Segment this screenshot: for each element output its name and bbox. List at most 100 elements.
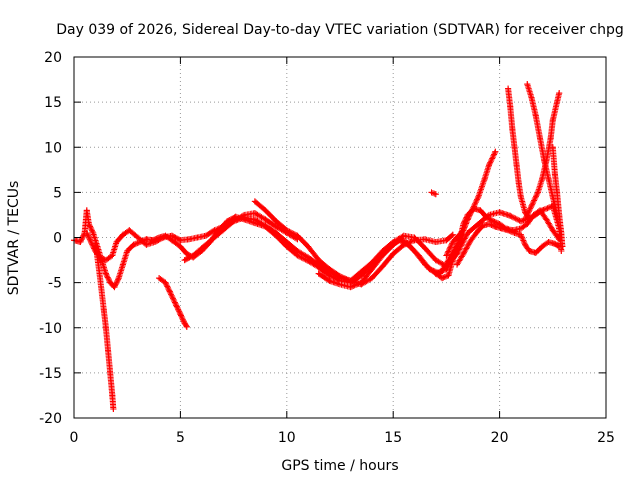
y-tick-label: -5 [48,276,62,292]
data-point [532,249,539,256]
data-point [347,284,354,291]
data-point [143,236,150,243]
data-point [173,302,180,309]
data-point [315,270,322,277]
data-point [102,324,109,331]
data-point [551,240,558,247]
data-marker-track [505,85,533,223]
data-point [526,248,533,255]
data-point [111,284,118,291]
y-tick-label: -15 [39,366,62,382]
data-point [326,266,333,273]
data-point [251,210,258,217]
data-point [402,239,409,246]
data-point [422,245,429,252]
data-point [168,232,175,239]
data-point [262,216,269,223]
data-point [305,243,312,250]
data-point [181,320,188,327]
data-point [543,157,550,164]
data-point [551,171,558,178]
data-point [411,237,418,244]
data-point [209,236,216,243]
chart-title: Day 039 of 2026, Sidereal Day-to-day VTE… [56,22,624,38]
data-point [507,212,514,219]
data-point [181,257,188,264]
data-point [509,126,516,133]
data-point [422,236,429,243]
data-point [119,261,126,268]
data-point [513,162,520,169]
data-point [305,254,312,261]
data-point [400,232,407,239]
data-point [177,311,184,318]
data-point [251,216,258,223]
series-t12 [505,85,533,223]
data-point [100,306,107,313]
data-point [379,252,386,259]
data-point [273,218,280,225]
series-t6 [251,198,456,288]
data-point [483,214,490,221]
data-point [337,281,343,288]
data-point [507,103,514,110]
data-point [528,94,535,101]
data-point [85,220,92,227]
data-point [532,112,539,119]
data-point [498,225,505,232]
data-point [198,245,205,252]
data-point [90,229,97,236]
y-axis-label: SDTVAR / TECUs [6,181,22,296]
x-tick-label: 0 [70,430,79,446]
data-point [119,231,126,238]
data-point [185,236,192,243]
data-point [549,144,556,151]
data-point [107,369,114,376]
y-tick-label: 15 [44,95,62,111]
data-point [559,243,566,250]
series-t10 [454,220,563,268]
data-point [539,243,546,250]
data-point [230,218,237,225]
data-point [241,211,248,218]
data-point [479,222,486,229]
data-point [390,250,397,257]
data-point [379,263,386,270]
data-point [515,180,522,187]
data-point [337,273,343,280]
data-point [211,227,218,234]
data-point [113,239,120,246]
data-point [528,202,535,209]
data-point [151,239,158,246]
data-point [517,193,524,200]
data-point [194,234,201,241]
data-point [537,207,544,214]
data-point [262,207,269,214]
data-point [537,135,544,142]
y-tick-label: 5 [53,185,62,201]
data-point [294,232,301,239]
data-point [558,248,565,255]
data-point [449,257,456,264]
data-point [396,236,403,243]
data-point [283,227,290,234]
data-point [110,405,117,412]
data-point [549,117,556,124]
data-point [496,209,503,216]
data-point [505,227,512,234]
data-point [92,239,99,246]
data-point [190,252,197,259]
data-point [511,144,518,151]
data-point [492,148,499,155]
data-point [481,175,488,182]
data-point [126,227,133,234]
data-point [492,223,499,230]
series-t11 [428,189,439,198]
data-point [445,272,452,279]
data-point [96,270,103,277]
data-point [443,252,450,259]
data-point [517,218,524,225]
data-point [432,270,439,277]
data-point [517,231,524,238]
